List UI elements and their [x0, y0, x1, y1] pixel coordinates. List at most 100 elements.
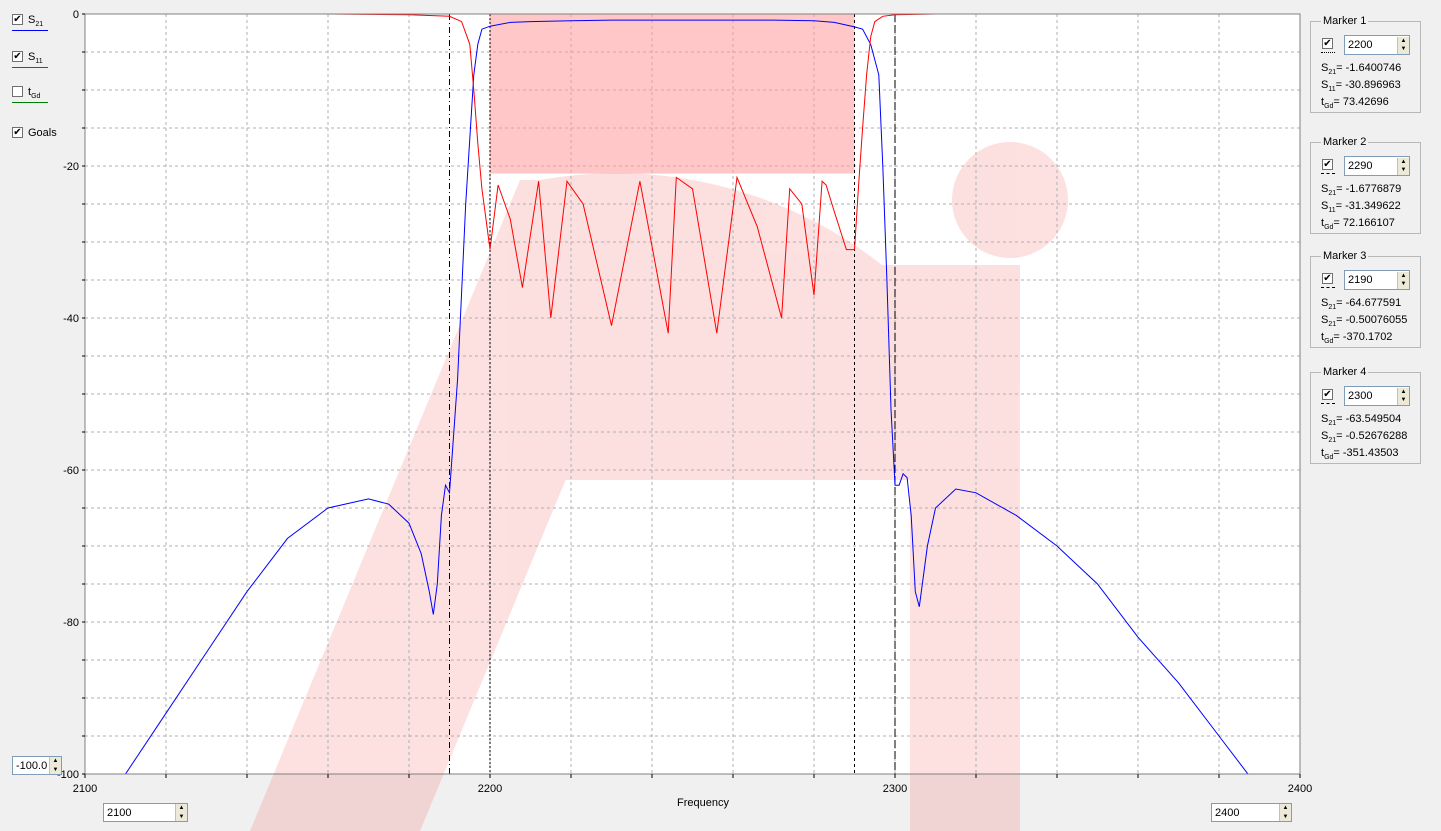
- readout-param-sub: 11: [1328, 86, 1336, 94]
- x-tick-label: 2400: [1288, 783, 1312, 795]
- y-min-value[interactable]: -100.0: [16, 759, 48, 772]
- spin-down-icon[interactable]: ▼: [1400, 281, 1407, 287]
- toggle-goals[interactable]: ✔ Goals: [12, 127, 57, 139]
- readout-param-sub: Gd: [1324, 338, 1334, 346]
- readout-param-sub: Gd: [1324, 224, 1334, 232]
- spin-down-icon[interactable]: ▼: [1282, 813, 1289, 820]
- readout-value: = -31.349622: [1335, 200, 1401, 212]
- toggle-label-base: S: [28, 14, 36, 26]
- marker-spin-buttons[interactable]: ▲ ▼: [1397, 271, 1409, 289]
- checkbox[interactable]: ✔: [12, 14, 23, 25]
- marker-spin-buttons[interactable]: ▲ ▼: [1397, 157, 1409, 175]
- readout-param: t: [1321, 447, 1325, 459]
- trace-s21: [124, 19, 1249, 774]
- marker-frequency-spinner[interactable]: 2300 ▲ ▼: [1344, 386, 1410, 406]
- marker-frequency-value[interactable]: 2190: [1348, 274, 1373, 286]
- readout-param-sub: 21: [1328, 321, 1337, 329]
- s11-goal-region: [490, 14, 855, 174]
- marker-line-style: [1321, 52, 1335, 53]
- readout-param-sub: 21: [1328, 437, 1337, 445]
- y-min-spinner[interactable]: -100.0 ▲ ▼: [12, 756, 62, 775]
- readout-param: t: [1321, 331, 1325, 343]
- toggle-tgd[interactable]: tGd: [12, 86, 48, 103]
- x-min-value[interactable]: 2100: [107, 806, 132, 819]
- toggle-label-base: t: [28, 86, 32, 98]
- marker-enable-checkbox[interactable]: ✔: [1322, 159, 1333, 170]
- toggle-label-base: S: [28, 51, 36, 63]
- readout-value: = -351.43503: [1333, 447, 1399, 459]
- spin-down-icon[interactable]: ▼: [1400, 167, 1407, 173]
- y-tick-label: -60: [63, 465, 79, 477]
- marker-1-panel: Marker 1 ✔ 2200 ▲ ▼ S21= -1.6400746 S11= -30.8…: [1310, 15, 1421, 113]
- toggle-label-sub: Gd: [31, 93, 41, 101]
- x-min-spinner[interactable]: 2100 ▲ ▼: [103, 803, 188, 822]
- checkbox[interactable]: [12, 86, 23, 97]
- toggle-s21[interactable]: ✔ S21: [12, 14, 48, 31]
- marker-enable-checkbox[interactable]: ✔: [1322, 273, 1333, 284]
- marker-2-panel: Marker 2 ✔ 2290 ▲ ▼ S21= -1.6776879 S11= -31.3…: [1310, 136, 1421, 234]
- readout-param: t: [1321, 96, 1325, 108]
- x-max-spinner[interactable]: 2400 ▲ ▼: [1211, 803, 1292, 822]
- readout-param-sub: Gd: [1324, 454, 1334, 462]
- readout-param: t: [1321, 217, 1325, 229]
- readout-param: S: [1321, 297, 1329, 309]
- marker-frequency-value[interactable]: 2290: [1348, 160, 1373, 172]
- watermark-logo: [250, 142, 1068, 831]
- spin-up-icon[interactable]: ▲: [1400, 37, 1407, 44]
- spin-down-icon[interactable]: ▼: [1400, 397, 1407, 403]
- toggle-label-sub: 11: [35, 58, 43, 66]
- marker-enable-checkbox[interactable]: ✔: [1322, 389, 1333, 400]
- spin-up-icon[interactable]: ▲: [1400, 388, 1407, 395]
- spin-up-icon[interactable]: ▲: [1282, 805, 1289, 811]
- marker-lines: [449, 14, 896, 774]
- y-tick-label: -80: [63, 617, 79, 629]
- spin-up-icon[interactable]: ▲: [178, 805, 185, 811]
- marker-enable-checkbox[interactable]: ✔: [1322, 38, 1333, 49]
- readout-value: = -30.896963: [1335, 79, 1401, 91]
- marker-frequency-spinner[interactable]: 2290 ▲ ▼: [1344, 156, 1410, 176]
- checkbox[interactable]: ✔: [12, 127, 23, 138]
- checkbox[interactable]: ✔: [12, 51, 23, 62]
- marker-4-panel: Marker 4 ✔ 2300 ▲ ▼ S21= -63.549504 S21= -0.52…: [1310, 366, 1421, 464]
- marker-title: Marker 2: [1321, 136, 1369, 148]
- marker-readout: S11= -31.349622: [1321, 200, 1401, 214]
- marker-spin-buttons[interactable]: ▲ ▼: [1397, 36, 1409, 54]
- readout-param-sub: 21: [1328, 304, 1337, 312]
- marker-spin-buttons[interactable]: ▲ ▼: [1397, 387, 1409, 405]
- readout-param-sub: 11: [1328, 207, 1336, 215]
- x-min-spin-buttons[interactable]: ▲ ▼: [175, 804, 187, 821]
- readout-param: S: [1321, 413, 1329, 425]
- toggle-label-base: Goals: [28, 127, 57, 139]
- toggle-label: tGd: [28, 86, 40, 103]
- readout-param: S: [1321, 183, 1329, 195]
- marker-line-style: [1321, 287, 1335, 288]
- marker-frequency-spinner[interactable]: 2190 ▲ ▼: [1344, 270, 1410, 290]
- toggle-s11[interactable]: ✔ S11: [12, 51, 48, 68]
- readout-param: S: [1321, 79, 1329, 91]
- x-max-value[interactable]: 2400: [1215, 806, 1240, 819]
- trace-color-line: [12, 102, 48, 103]
- spin-up-icon[interactable]: ▲: [52, 758, 59, 764]
- trace-color-line: [12, 67, 48, 68]
- readout-value: = 73.42696: [1333, 96, 1389, 108]
- readout-param-sub: 21: [1328, 190, 1337, 198]
- spin-down-icon[interactable]: ▼: [1400, 46, 1407, 52]
- spin-down-icon[interactable]: ▼: [178, 813, 185, 820]
- readout-value: = -1.6776879: [1336, 183, 1402, 195]
- y-tick-label: -20: [63, 161, 79, 173]
- readout-param: S: [1321, 200, 1329, 212]
- readout-value: = -64.677591: [1336, 297, 1402, 309]
- marker-frequency-value[interactable]: 2300: [1348, 390, 1373, 402]
- spin-up-icon[interactable]: ▲: [1400, 158, 1407, 165]
- x-max-spin-buttons[interactable]: ▲ ▼: [1279, 804, 1291, 821]
- spin-down-icon[interactable]: ▼: [52, 766, 59, 773]
- readout-value: = -1.6400746: [1336, 62, 1402, 74]
- y-min-spin-buttons[interactable]: ▲ ▼: [49, 757, 61, 774]
- spin-up-icon[interactable]: ▲: [1400, 272, 1407, 279]
- toggle-label-sub: 21: [35, 21, 44, 29]
- marker-frequency-value[interactable]: 2200: [1348, 39, 1373, 51]
- readout-value: = -63.549504: [1336, 413, 1402, 425]
- marker-frequency-spinner[interactable]: 2200 ▲ ▼: [1344, 35, 1410, 55]
- marker-title: Marker 3: [1321, 250, 1369, 262]
